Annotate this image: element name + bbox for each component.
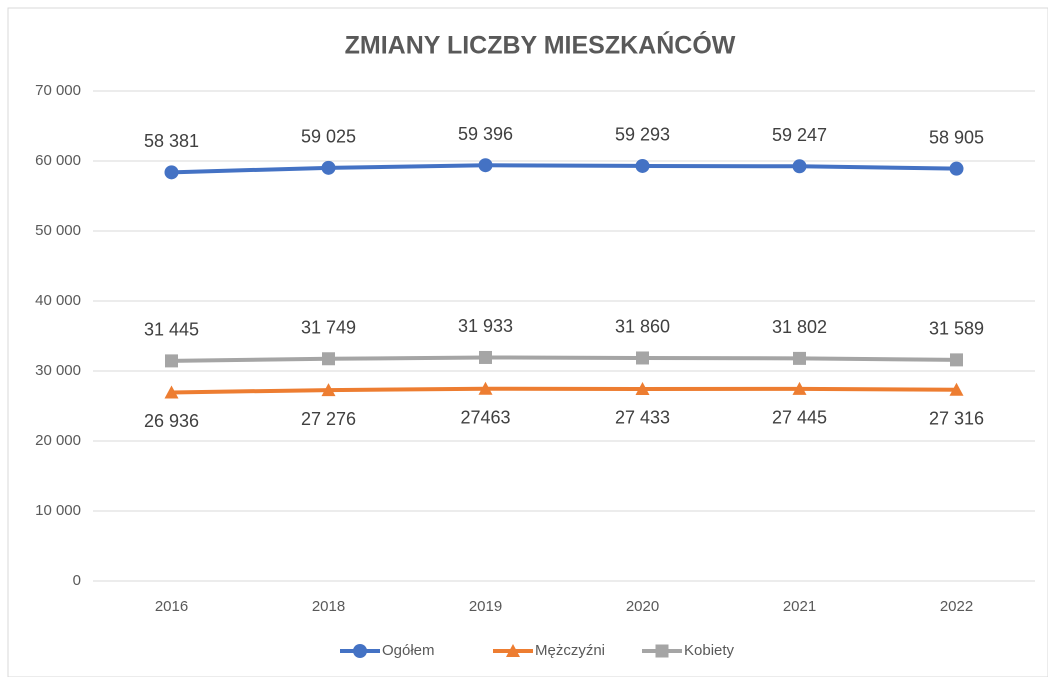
data-label: 59 293 [615, 125, 670, 145]
data-label: 27463 [460, 408, 510, 428]
legend-marker [353, 644, 367, 658]
x-tick-label: 2022 [940, 598, 973, 615]
y-tick-label: 20 000 [35, 432, 81, 449]
x-tick-label: 2019 [469, 598, 502, 615]
y-tick-label: 60 000 [35, 152, 81, 169]
y-tick-label: 10 000 [35, 502, 81, 519]
data-point [949, 382, 964, 396]
data-label: 31 589 [929, 319, 984, 339]
data-point [635, 158, 650, 173]
y-tick-label: 40 000 [35, 292, 81, 309]
legend-marker [506, 644, 520, 657]
data-point [950, 353, 963, 367]
y-tick-label: 0 [73, 572, 81, 589]
data-point [164, 165, 179, 180]
data-label: 31 933 [458, 316, 513, 336]
legend-label: Ogółem [382, 642, 435, 659]
data-label: 59 025 [301, 127, 356, 147]
data-label: 27 445 [772, 408, 827, 428]
data-point [478, 158, 493, 173]
data-point [165, 354, 178, 368]
x-tick-label: 2016 [155, 598, 188, 615]
data-point [479, 350, 492, 364]
data-label: 27 276 [301, 409, 356, 429]
data-label: 59 247 [772, 125, 827, 145]
data-point [635, 381, 650, 395]
data-point [322, 352, 335, 366]
series-line [171, 355, 957, 363]
data-label: 31 749 [301, 318, 356, 338]
data-label: 58 381 [144, 131, 199, 151]
data-label: 31 445 [144, 320, 199, 340]
data-point [792, 381, 807, 395]
data-point [793, 351, 806, 365]
y-tick-label: 30 000 [35, 362, 81, 379]
data-label: 26 936 [144, 411, 199, 431]
data-label: 31 802 [772, 317, 827, 337]
x-tick-label: 2021 [783, 598, 816, 615]
chart-title: ZMIANY LICZBY MIESZKAŃCÓW [345, 30, 736, 60]
legend-label: Kobiety [684, 642, 735, 659]
data-label: 59 396 [458, 124, 513, 144]
x-tick-label: 2020 [626, 598, 659, 615]
data-label: 27 316 [929, 409, 984, 429]
data-point [949, 161, 964, 176]
y-tick-label: 50 000 [35, 222, 81, 239]
x-tick-label: 2018 [312, 598, 345, 615]
data-point [792, 159, 807, 174]
y-tick-label: 70 000 [35, 82, 81, 99]
series-line [171, 386, 957, 395]
data-point [636, 351, 649, 365]
data-label: 58 905 [929, 127, 984, 147]
legend-label: Mężczyźni [535, 642, 605, 659]
data-point [321, 160, 336, 175]
series-line [171, 163, 957, 175]
data-label: 27 433 [615, 408, 670, 428]
data-point [478, 381, 493, 395]
legend-marker [655, 644, 669, 658]
chart-border [7, 7, 1048, 677]
data-point [164, 385, 179, 399]
data-label: 31 860 [615, 317, 670, 337]
data-point [321, 383, 336, 397]
